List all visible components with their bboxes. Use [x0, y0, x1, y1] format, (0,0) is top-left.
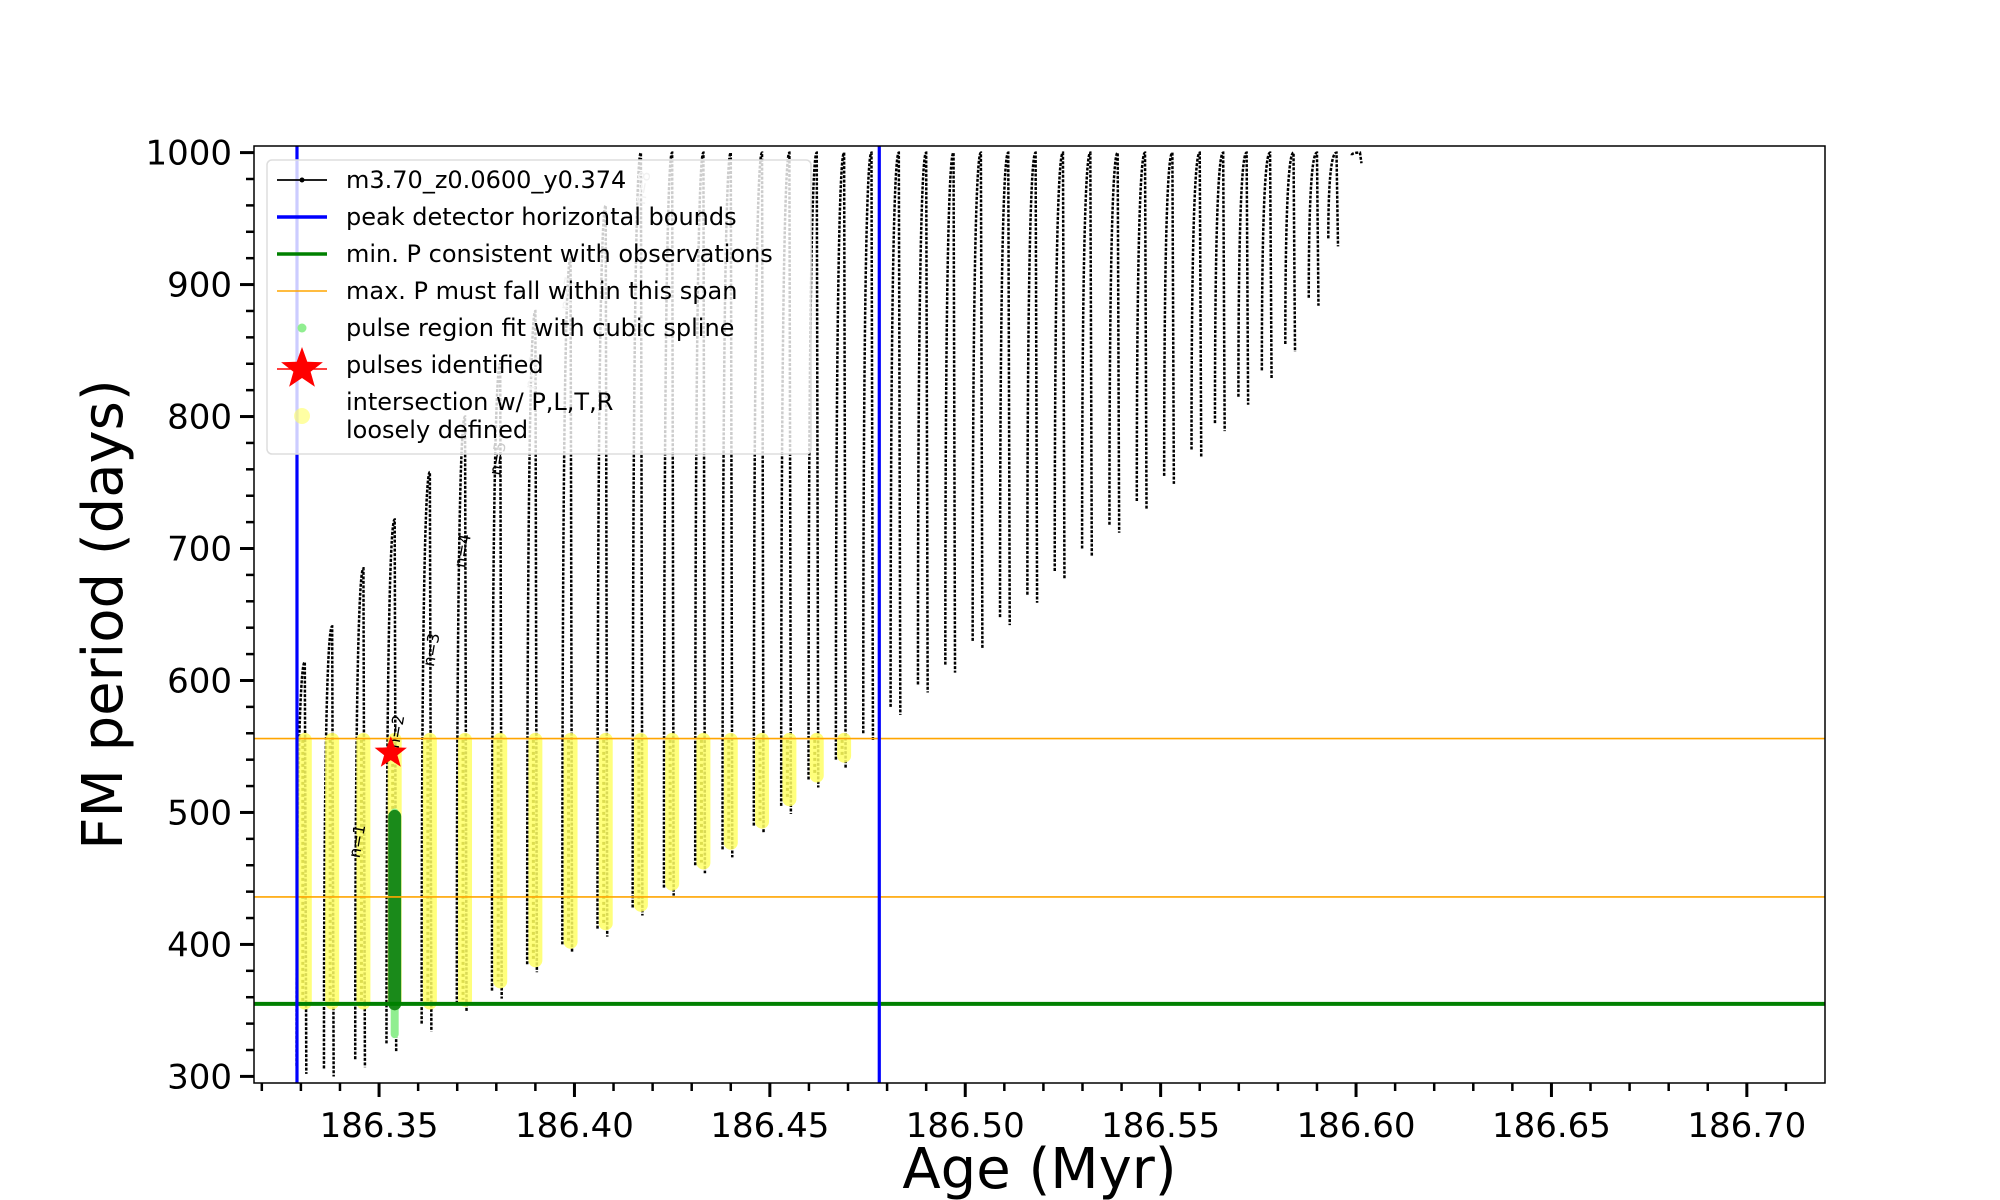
- series-pulse-5: [420, 470, 433, 1032]
- legend-label-7: intersection w/ P,L,T,R: [346, 388, 613, 416]
- series-pulse-4: [385, 518, 398, 1052]
- pulse-label-4: n=4: [450, 532, 475, 569]
- series-pulse-25: [1026, 151, 1039, 603]
- y-tick-label-1: 300: [167, 1057, 232, 1097]
- legend-label-2: peak detector horizontal bounds: [346, 203, 737, 231]
- series-pulse-35: [1284, 151, 1297, 352]
- x-tick-label-8: 186.70: [1687, 1106, 1806, 1146]
- x-axis-title: Age (Myr): [902, 1137, 1176, 1200]
- pulse-identified-star: [374, 736, 407, 767]
- legend-label-5: pulse region fit with cubic spline: [346, 314, 734, 342]
- legend-handle-intersection: [294, 408, 310, 424]
- legend-label-7-line2: loosely defined: [346, 416, 528, 444]
- x-tick-label-5: 186.55: [1101, 1106, 1220, 1146]
- series-pulse-29: [1135, 151, 1148, 510]
- x-tick-label-3: 186.45: [710, 1106, 829, 1146]
- y-tick-label-8: 1000: [145, 134, 232, 174]
- axis-ticks: 186.35 186.40 186.45 186.50 186.55 186.60 186.…: [145, 134, 1806, 1146]
- series-pulse-37: [1327, 151, 1340, 247]
- series-pulse-18: [834, 151, 847, 768]
- legend-box: [266, 159, 812, 455]
- series-pulse-19: [862, 151, 875, 742]
- y-tick-label-4: 600: [167, 661, 232, 701]
- y-axis-title: FM period (days): [71, 379, 136, 849]
- series-pulse-24: [998, 151, 1011, 626]
- series-pulse-2: [322, 625, 335, 1077]
- series-pulse-38: [1350, 151, 1363, 164]
- series-pulse-8: [525, 309, 539, 973]
- legend-label-1: m3.70_z0.0600_y0.374: [346, 166, 626, 194]
- x-tick-label-1: 186.35: [320, 1106, 439, 1146]
- pulse-label-3: n=3: [419, 631, 444, 668]
- x-tick-label-6: 186.60: [1297, 1106, 1416, 1146]
- series-pulse-27: [1080, 151, 1094, 557]
- legend-handle-model-dot: [299, 177, 305, 183]
- legend-label-6: pulses identified: [346, 351, 544, 379]
- series-pulse-31: [1190, 151, 1203, 458]
- y-tick-label-6: 800: [167, 398, 232, 438]
- y-tick-label-5: 700: [167, 530, 232, 570]
- legend-handle-spline: [297, 323, 307, 333]
- series-pulse-28: [1108, 151, 1121, 533]
- legend-label-4: max. P must fall within this span: [346, 277, 737, 305]
- x-tick-label-7: 186.65: [1492, 1106, 1611, 1146]
- series-pulse-3: [353, 567, 367, 1068]
- series-pulse-16: [779, 151, 793, 814]
- y-tick-label-3: 500: [167, 793, 232, 833]
- series-pulse-30: [1162, 151, 1176, 484]
- series-pulse-34: [1260, 151, 1273, 379]
- legend-handle-star: [281, 347, 323, 387]
- series-pulse-26: [1053, 151, 1066, 579]
- series-pulse-20: [889, 151, 902, 715]
- series-pulse-23: [971, 151, 984, 649]
- plot-frame: [253, 145, 1826, 1084]
- x-tick-label-4: 186.50: [906, 1106, 1025, 1146]
- legend-label-3: min. P consistent with observations: [346, 240, 773, 268]
- series-pulse-7: [490, 362, 503, 999]
- series-pulse-36: [1307, 151, 1320, 306]
- y-tick-label-7: 900: [167, 266, 232, 306]
- series-pulse-22: [944, 151, 957, 673]
- y-tick-label-2: 400: [167, 925, 232, 965]
- series-pulse-21: [916, 151, 929, 693]
- x-tick-label-2: 186.40: [515, 1106, 634, 1146]
- series-pulse-33: [1237, 151, 1250, 405]
- series-pulse-32: [1213, 151, 1226, 432]
